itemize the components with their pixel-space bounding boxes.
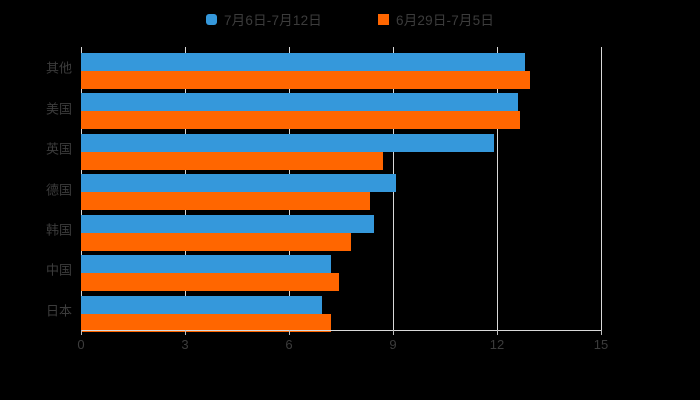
- x-tick-label-0: 0: [77, 337, 85, 352]
- bar[interactable]: [81, 174, 397, 193]
- bar[interactable]: [81, 273, 340, 292]
- legend-label-series-1: 7月6日-7月12日: [223, 13, 322, 28]
- x-tick-0: [81, 330, 82, 335]
- bar-group: [81, 87, 601, 130]
- legend-item-series-2[interactable]: 6月29日-7月5日: [378, 9, 494, 29]
- x-tick-label-6: 6: [285, 337, 293, 352]
- x-tick-label-12: 12: [489, 337, 505, 352]
- y-axis-category-label: 中国: [45, 262, 72, 278]
- y-axis-category-label: 德国: [45, 182, 72, 197]
- bar[interactable]: [81, 295, 322, 314]
- x-axis-line: [81, 330, 601, 331]
- y-axis-category-label: 英国: [45, 141, 72, 157]
- x-tick-12: [497, 330, 498, 335]
- y-axis-category-label: 韩国: [45, 222, 72, 238]
- bar-group: [81, 209, 601, 251]
- x-tick-label-3: 3: [181, 337, 189, 352]
- bar[interactable]: [81, 313, 331, 332]
- bar-group: [81, 249, 601, 292]
- x-tick-9: [393, 330, 394, 335]
- legend-marker-icon-series-2: [378, 13, 389, 25]
- chart-legend: 7月6日-7月12日 6月29日-7月5日: [0, 8, 700, 30]
- bar[interactable]: [81, 232, 352, 251]
- x-tick-label-15: 15: [593, 337, 609, 352]
- x-tick-label-9: 9: [389, 337, 397, 352]
- x-tick-3: [185, 330, 186, 335]
- bar[interactable]: [81, 133, 494, 152]
- bar[interactable]: [81, 111, 520, 130]
- bar-group: [81, 128, 601, 170]
- legend-item-series-1[interactable]: 7月6日-7月12日: [205, 9, 322, 29]
- x-tick-6: [289, 330, 290, 335]
- gridline-x-12: [497, 47, 498, 330]
- bar[interactable]: [81, 53, 525, 71]
- bar-group: [81, 47, 601, 89]
- legend-label-series-2: 6月29日-7月5日: [396, 13, 495, 28]
- y-axis-category-label: 美国: [45, 101, 72, 117]
- x-tick-15: [601, 330, 602, 335]
- bar[interactable]: [81, 71, 530, 89]
- bar[interactable]: [81, 93, 518, 112]
- plot-area: [81, 47, 602, 332]
- bar[interactable]: [81, 192, 371, 211]
- y-axis-category-label: 其他: [45, 60, 72, 76]
- legend-marker-icon-series-1: [205, 13, 217, 25]
- bar-group: [81, 290, 601, 332]
- bar-group: [81, 168, 601, 211]
- gridline-x-15: [601, 47, 602, 330]
- bar[interactable]: [81, 255, 331, 274]
- y-axis-category-label: 日本: [45, 303, 72, 319]
- bar[interactable]: [81, 214, 374, 233]
- bar[interactable]: [81, 151, 383, 170]
